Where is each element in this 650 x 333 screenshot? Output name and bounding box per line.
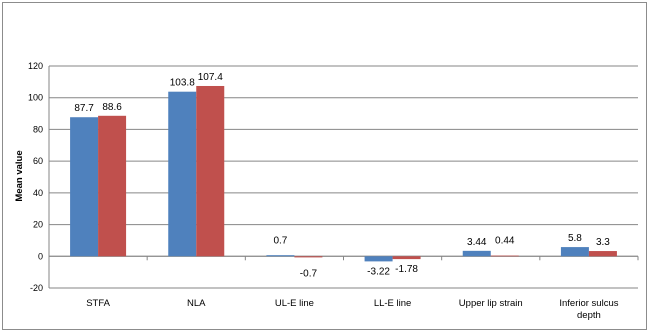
x-category-label: NLA [187,298,206,309]
bar-series-2 [98,115,127,257]
data-label: -0.7 [300,268,318,279]
bar-series-2 [392,256,421,260]
y-tick-label: 60 [33,156,43,166]
y-tick-label: -20 [30,283,43,293]
x-category-label: UL-E line [275,298,314,309]
data-label: 3.3 [596,237,610,248]
data-label: 5.8 [568,233,582,244]
data-label: -3.22 [367,266,390,277]
bar-series-1 [266,255,295,257]
bar-series-1 [168,91,197,257]
data-label: 3.44 [467,237,487,248]
data-labels: 87.7 103.8 0.7 -3.22 3.44 5.8 88.6 107.4 -0.7 -1.… [74,72,610,279]
bar-series-2 [294,256,323,258]
data-label: 107.4 [198,72,223,83]
bar-series-2 [196,85,225,257]
y-tick-label: 20 [33,220,43,230]
bar-series-2 [490,255,519,257]
data-label: 0.44 [495,235,515,246]
data-label: 0.7 [273,235,287,246]
bar-series-1 [364,256,393,262]
bar-series-1 [560,247,589,257]
x-category-label: Inferior sulcus depth [559,298,618,321]
y-tick-label: 40 [33,188,43,198]
x-category-label: Upper lip strain [459,298,523,309]
y-axis-title: Mean value [14,150,25,201]
data-label: 87.7 [74,103,94,114]
y-tick-label: 0 [38,251,43,261]
bar-series-1 [462,250,491,257]
gridlines [49,65,638,289]
axes: -20 0 20 40 60 80 100 120 STFA NLA UL-E line LL-E l… [28,61,639,321]
x-category-label: STFA [86,298,110,309]
x-category-label: LL-E line [374,298,412,309]
y-tick-label: 100 [28,93,43,103]
y-tick-label: 120 [28,61,43,71]
data-label: 103.8 [170,78,195,89]
data-label: -1.78 [395,264,418,275]
bar-series-1 [70,117,99,257]
y-tick-label: 80 [33,124,43,134]
bar-series-2 [588,251,617,257]
data-label: 88.6 [102,102,122,113]
bars [70,85,617,262]
